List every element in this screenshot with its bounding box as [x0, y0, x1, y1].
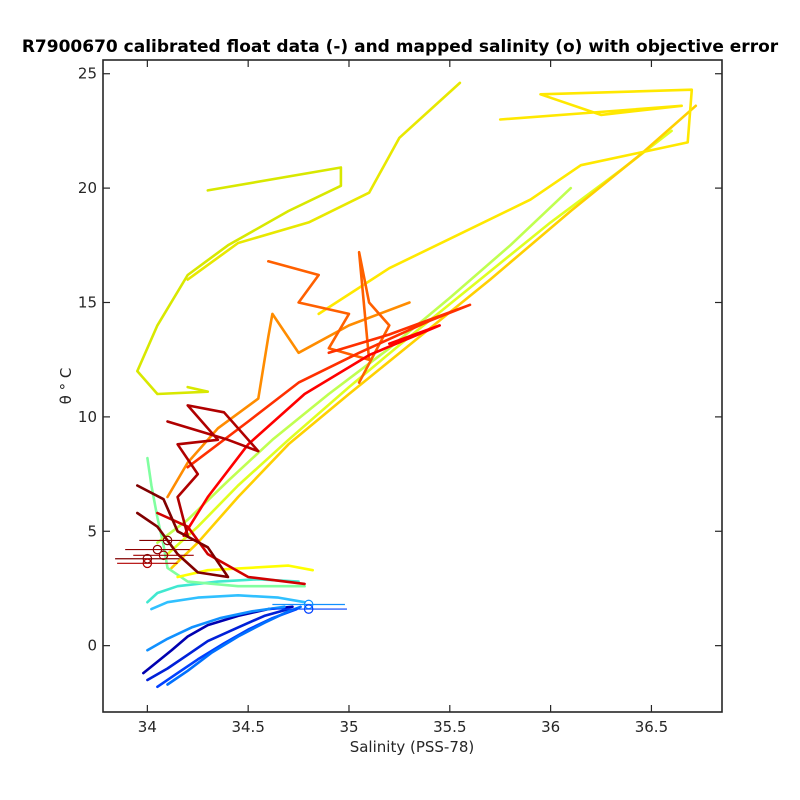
x-tick-label: 36.5	[635, 718, 668, 736]
profile-line-21	[136, 484, 230, 579]
mapped-point-6	[270, 604, 347, 614]
mapped-point-1	[125, 544, 190, 555]
y-tick-label: 20	[78, 179, 97, 197]
profile-line-12	[136, 166, 343, 396]
x-tick-label: 36	[541, 718, 560, 736]
x-axis-label: Salinity (PSS-78)	[350, 738, 475, 756]
profile-line-8	[156, 186, 573, 544]
y-tick-label: 25	[78, 65, 97, 83]
profile-line-9	[166, 129, 673, 556]
mapped-point-2	[133, 550, 194, 561]
profile-line-2	[156, 607, 298, 689]
profile-line-4	[146, 605, 286, 652]
profile-line-17	[186, 303, 472, 469]
y-axis-label: θ ° C	[57, 368, 75, 405]
profile-line-18	[182, 324, 441, 538]
mapped-marker	[158, 550, 169, 561]
series-layer	[136, 81, 698, 689]
chart-title: R7900670 calibrated float data (-) and m…	[22, 37, 779, 57]
profile-line-1	[146, 607, 290, 682]
tick-layer: 34 34.5 35 35.5 36 36.5 0 5 10 15 20 25	[78, 60, 722, 736]
mapped-marker	[142, 558, 153, 569]
mapped-salinity-layer	[115, 535, 347, 614]
profile-line-13	[186, 81, 462, 281]
profile-line-20	[166, 404, 260, 538]
x-tick-label: 34	[138, 718, 157, 736]
mapped-marker	[303, 604, 314, 614]
mapped-point-4	[117, 558, 178, 569]
profile-line-15	[166, 301, 411, 499]
profile-line-3	[166, 605, 302, 686]
profile-line-16	[267, 250, 391, 384]
profile-line-10	[170, 104, 698, 570]
y-tick-label: 10	[78, 408, 97, 426]
mapped-marker	[152, 544, 163, 555]
mapped-marker	[162, 535, 173, 546]
y-tick-label: 5	[87, 522, 97, 540]
profile-line-6	[146, 578, 300, 604]
profile-line-14	[317, 88, 694, 316]
x-tick-label: 34.5	[231, 718, 264, 736]
plot-frame	[102, 59, 723, 713]
x-tick-label: 35	[339, 718, 358, 736]
mapped-point-0	[139, 535, 196, 546]
y-tick-label: 15	[78, 293, 97, 311]
y-tick-label: 0	[87, 637, 97, 655]
profile-line-19	[156, 511, 306, 586]
profile-line-5	[150, 594, 306, 611]
profile-line-7	[146, 456, 306, 588]
x-tick-label: 35.5	[433, 718, 466, 736]
